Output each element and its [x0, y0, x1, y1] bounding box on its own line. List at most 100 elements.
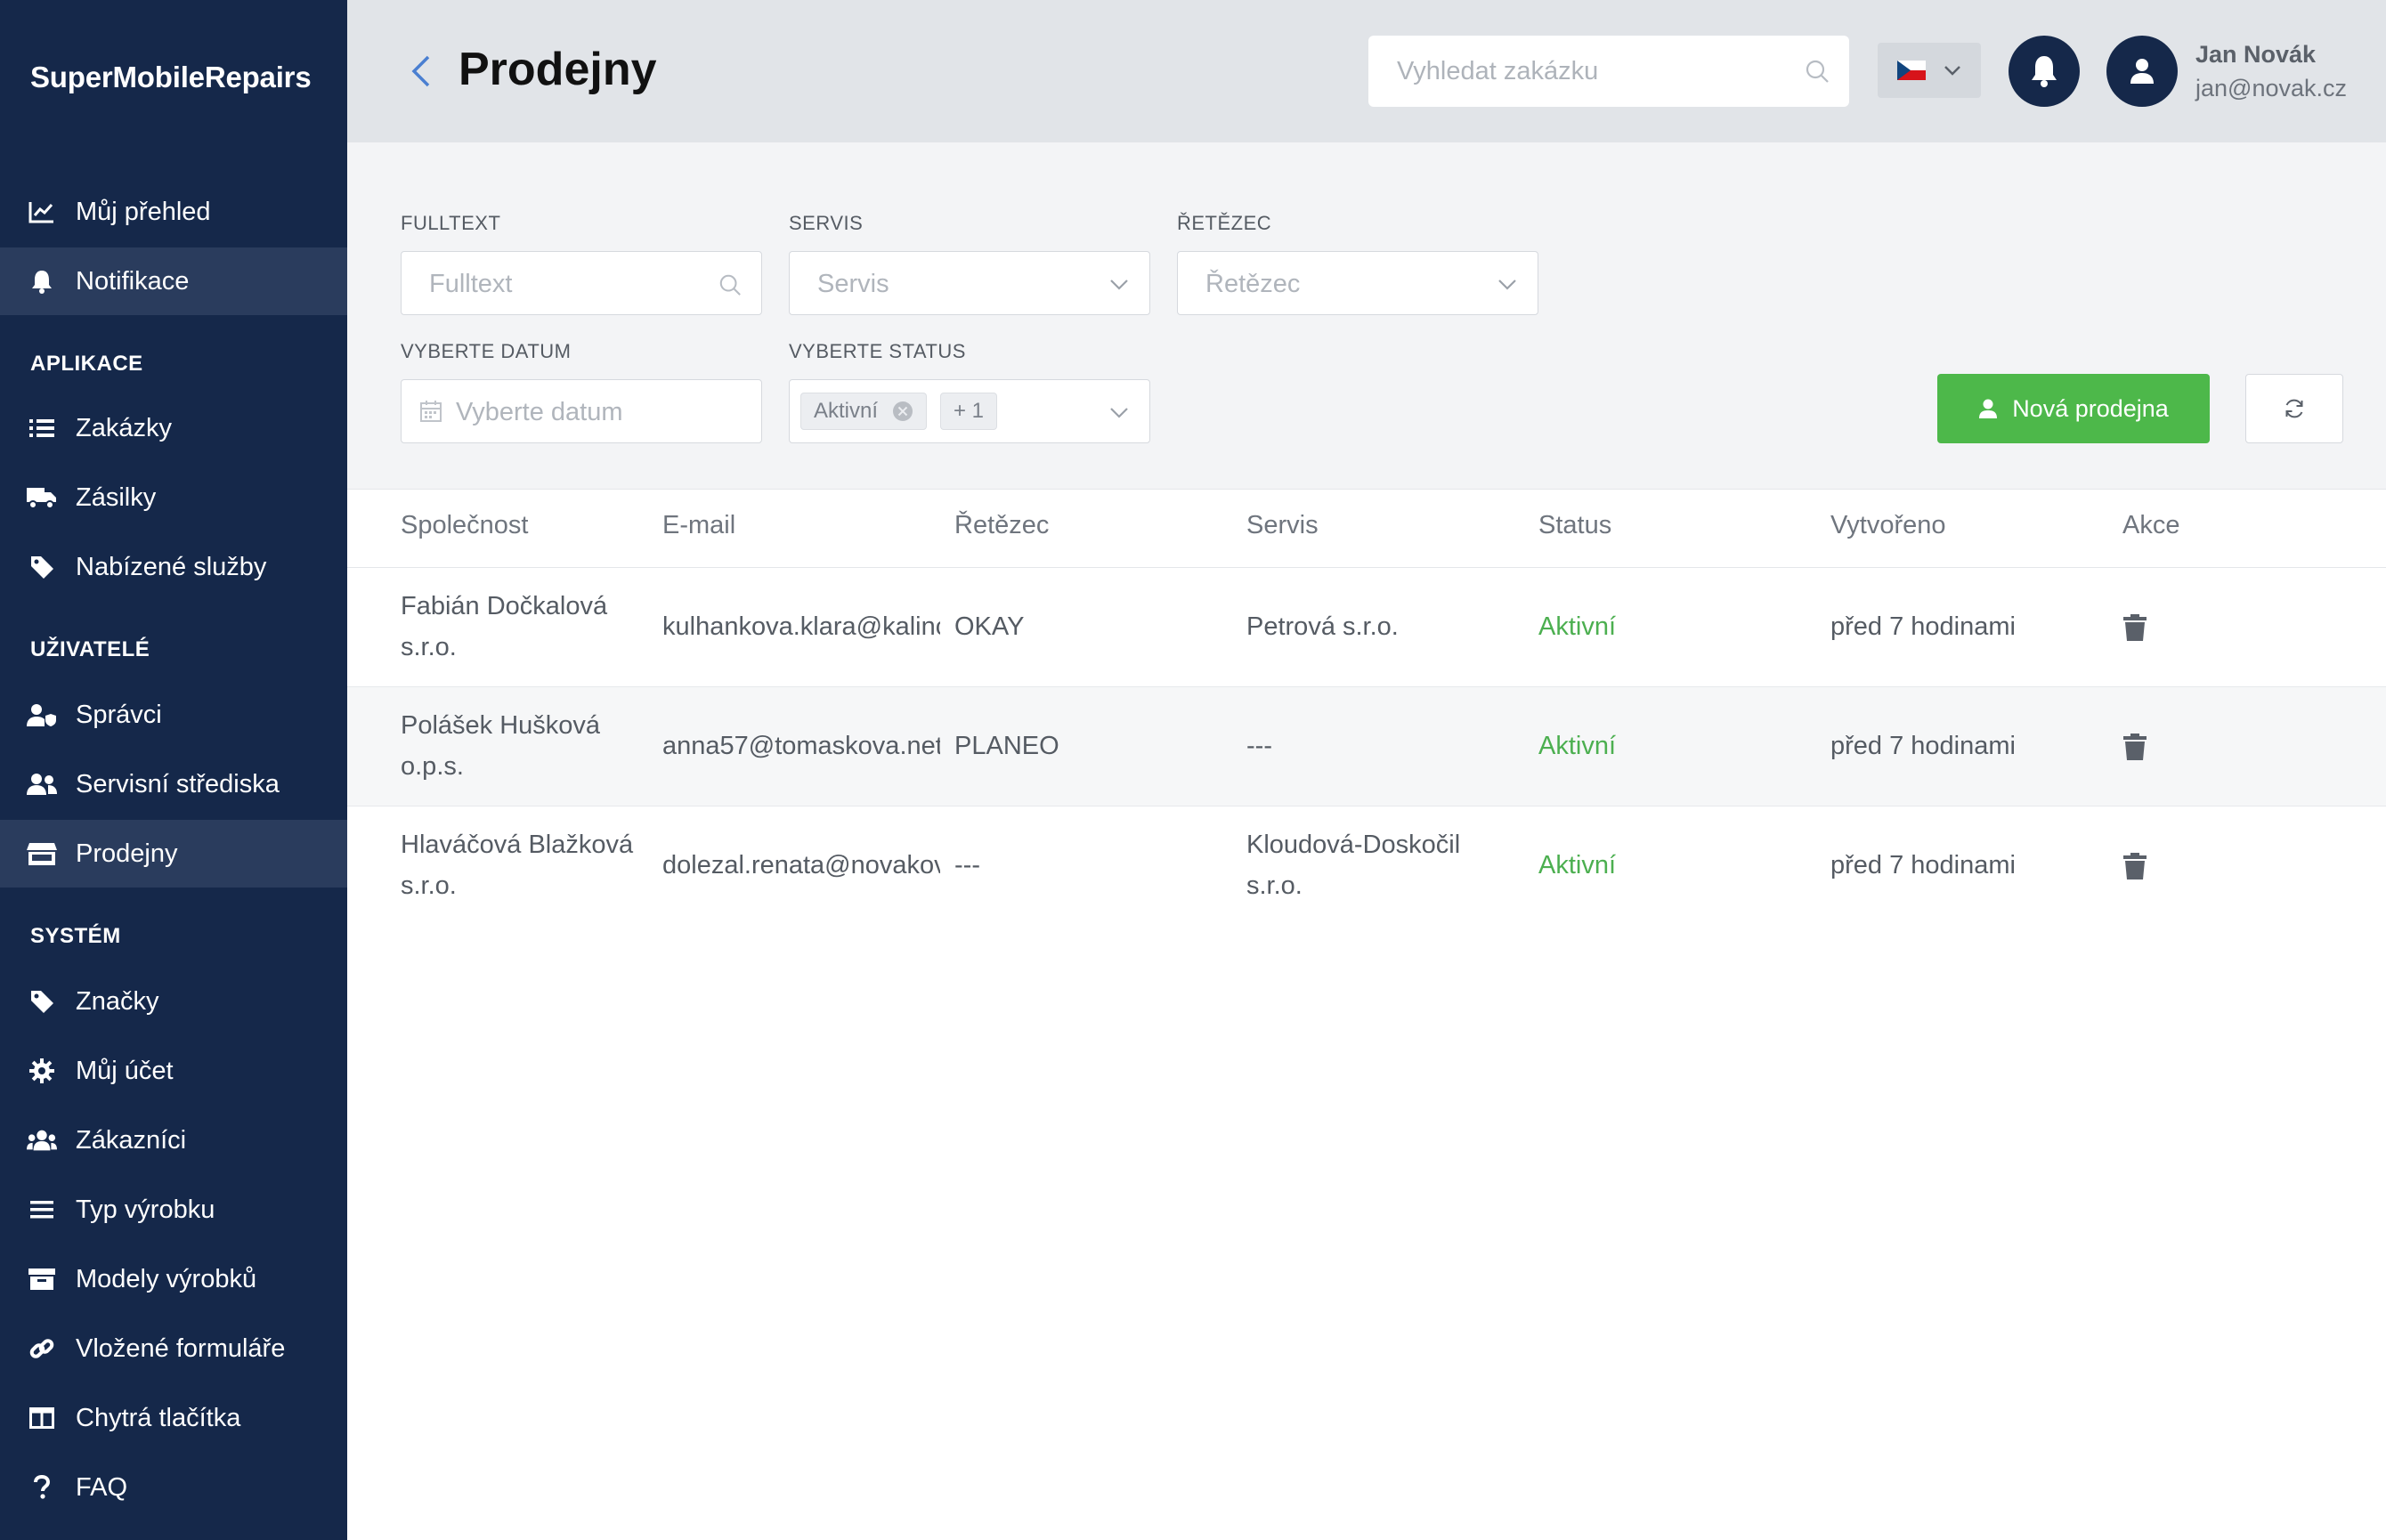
search-icon[interactable]: [1805, 59, 1830, 88]
trash-icon[interactable]: [2123, 734, 2147, 765]
trash-icon[interactable]: [2123, 614, 2147, 645]
sidebar-item-muj-ucet[interactable]: Můj účet: [0, 1037, 347, 1105]
cell-service: ---: [1246, 732, 1272, 760]
table-row[interactable]: Polášek Hušková o.p.s. anna57@tomaskova.…: [347, 687, 2386, 806]
sidebar-item-spravci[interactable]: Správci: [0, 681, 347, 749]
remove-chip-icon[interactable]: [892, 401, 913, 422]
sidebar-item-label: Můj účet: [76, 1056, 174, 1085]
cell-service: Kloudová-Doskočil s.r.o.: [1246, 831, 1461, 900]
column-header-created[interactable]: Vytvořeno: [1830, 511, 1946, 539]
sidebar-item-label: Chytrá tlačítka: [76, 1403, 241, 1432]
trash-icon[interactable]: [2123, 853, 2147, 884]
cell-created: před 7 hodinami: [1830, 612, 2016, 641]
chevron-down-icon: [1944, 66, 1960, 76]
brand-logo[interactable]: SuperMobileRepairs: [30, 61, 312, 93]
new-store-button[interactable]: Nová prodejna: [1937, 374, 2210, 443]
table-row[interactable]: Hlaváčová Blažková s.r.o. dolezal.renata…: [347, 806, 2386, 926]
sidebar-item-faq[interactable]: FAQ: [0, 1454, 347, 1521]
sidebar-item-nabizene-sluzby[interactable]: Nabízené služby: [0, 533, 347, 601]
sidebar-item-label: Nabízené služby: [76, 552, 267, 581]
sidebar-item-servisni-strediska[interactable]: Servisní střediska: [0, 750, 347, 818]
sidebar-item-label: Můj přehled: [76, 197, 211, 226]
column-header-status[interactable]: Status: [1538, 511, 1612, 539]
store-icon: [27, 839, 57, 869]
sidebar-item-label: Typ výrobku: [76, 1195, 215, 1224]
column-header-actions: Akce: [2122, 511, 2180, 539]
bell-icon: [27, 266, 57, 296]
sidebar-item-modely-vyrobku[interactable]: Modely výrobků: [0, 1245, 347, 1313]
datum-placeholder: Vyberte datum: [456, 398, 623, 426]
chevron-left-icon: [411, 55, 430, 87]
refresh-icon: [2285, 399, 2303, 418]
notifications-button[interactable]: [2009, 36, 2080, 107]
cell-email: anna57@tomaskova.net: [662, 732, 940, 760]
sidebar-item-zakazky[interactable]: Zakázky: [0, 394, 347, 462]
sidebar-item-label: Značky: [76, 986, 159, 1016]
date-picker[interactable]: Vyberte datum: [401, 379, 762, 443]
chevron-down-icon: [1497, 273, 1518, 299]
users-icon: [27, 769, 57, 799]
sidebar-item-label: Prodejny: [76, 839, 178, 868]
search-input[interactable]: [1397, 36, 1789, 107]
status-select[interactable]: Aktivní + 1: [789, 379, 1150, 443]
sidebar-item-label: Správci: [76, 700, 162, 729]
sidebar-item-prodejny[interactable]: Prodejny: [0, 820, 347, 888]
czech-flag-icon: [1897, 61, 1926, 80]
sidebar-item-chytra-tlacitka[interactable]: Chytrá tlačítka: [0, 1384, 347, 1452]
list-icon: [27, 413, 57, 443]
cell-created: před 7 hodinami: [1830, 851, 2016, 879]
back-button[interactable]: [405, 49, 437, 93]
status-chip[interactable]: Aktivní: [800, 393, 928, 430]
table-row[interactable]: Fabián Dočkalová s.r.o. kulhankova.klara…: [347, 568, 2386, 687]
sidebar-item-label: Notifikace: [76, 266, 190, 296]
column-header-chain[interactable]: Řetězec: [954, 511, 1050, 539]
truck-icon: [27, 482, 57, 513]
cell-status: Aktivní: [1538, 851, 1617, 879]
new-store-button-label: Nová prodejna: [2012, 394, 2169, 422]
question-icon: [27, 1472, 57, 1503]
tag-icon: [27, 986, 57, 1017]
servis-label: SERVIS: [789, 212, 864, 234]
sidebar-item-zasilky[interactable]: Zásilky: [0, 464, 347, 531]
sidebar-item-label: Modely výrobků: [76, 1264, 257, 1293]
refresh-button[interactable]: [2245, 374, 2343, 443]
page-title: Prodejny: [459, 44, 657, 95]
search-icon: [718, 273, 742, 301]
search-box[interactable]: [1368, 36, 1849, 107]
retezec-select[interactable]: Řetězec: [1177, 251, 1538, 315]
user-icon: [2130, 59, 2154, 84]
bars-icon: [27, 1195, 57, 1225]
chevron-down-icon: [1108, 401, 1130, 427]
calendar-icon: [419, 400, 442, 427]
chevron-down-icon: [1108, 273, 1130, 299]
cell-company: Hlaváčová Blažková s.r.o.: [401, 831, 634, 900]
user-icon: [1978, 398, 1998, 419]
sidebar-item-notifikace[interactable]: Notifikace: [0, 247, 347, 315]
servis-select[interactable]: Servis: [789, 251, 1150, 315]
language-select[interactable]: [1878, 43, 1981, 98]
sidebar-section-uzivatele: UŽIVATELÉ: [30, 637, 150, 661]
cell-email: dolezal.renata@novakov: [662, 851, 940, 879]
column-header-email[interactable]: E-mail: [662, 511, 736, 539]
cell-chain: PLANEO: [954, 732, 1059, 760]
column-header-company[interactable]: Společnost: [401, 511, 529, 539]
status-chip-label: Aktivní: [814, 399, 879, 423]
sidebar-item-label: Zákazníci: [76, 1125, 187, 1155]
avatar[interactable]: [2106, 36, 2178, 107]
column-header-service[interactable]: Servis: [1246, 511, 1319, 539]
cell-email: kulhankova.klara@kalinc: [662, 612, 940, 641]
sidebar-item-prehled[interactable]: Můj přehled: [0, 178, 347, 246]
sidebar-item-zakaznici[interactable]: Zákazníci: [0, 1106, 347, 1174]
sidebar-item-vlozene-formulare[interactable]: Vložené formuláře: [0, 1315, 347, 1382]
status-more-chip[interactable]: + 1: [940, 393, 998, 430]
sidebar-item-znacky[interactable]: Značky: [0, 968, 347, 1035]
user-name[interactable]: Jan Novák: [2195, 41, 2317, 68]
cell-created: před 7 hodinami: [1830, 732, 2016, 760]
retezec-placeholder: Řetězec: [1205, 270, 1301, 298]
link-icon: [27, 1333, 57, 1364]
fulltext-input[interactable]: Fulltext: [401, 251, 762, 315]
cell-company: Polášek Hušková o.p.s.: [401, 711, 601, 781]
cell-chain: OKAY: [954, 612, 1025, 641]
sidebar-item-typ-vyrobku[interactable]: Typ výrobku: [0, 1176, 347, 1244]
cell-company: Fabián Dočkalová s.r.o.: [401, 592, 608, 661]
